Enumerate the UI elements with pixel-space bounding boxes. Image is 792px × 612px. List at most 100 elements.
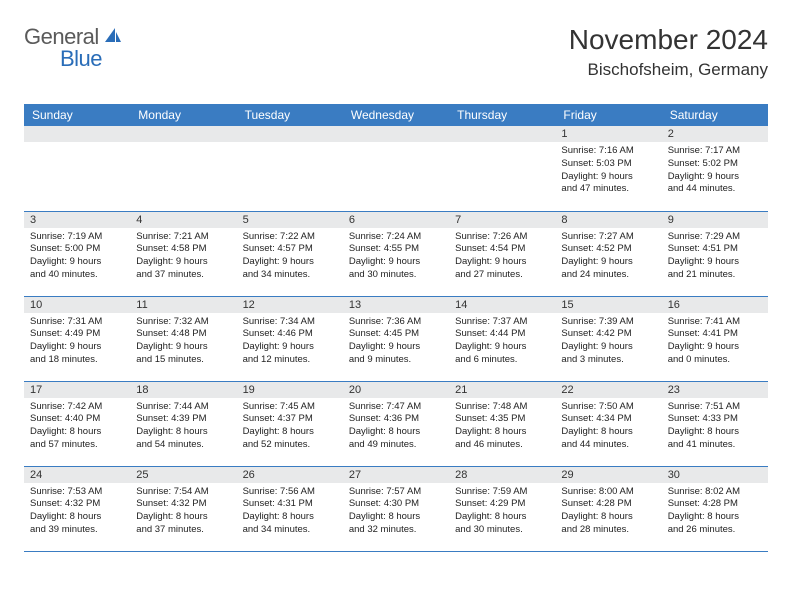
day-number-empty xyxy=(343,126,449,142)
calendar-day-cell: 14Sunrise: 7:37 AMSunset: 4:44 PMDayligh… xyxy=(449,296,555,381)
weekday-header: Tuesday xyxy=(237,104,343,126)
weekday-header: Sunday xyxy=(24,104,130,126)
calendar-day-cell: 13Sunrise: 7:36 AMSunset: 4:45 PMDayligh… xyxy=(343,296,449,381)
calendar-table: SundayMondayTuesdayWednesdayThursdayFrid… xyxy=(24,104,768,552)
calendar-day-cell: 25Sunrise: 7:54 AMSunset: 4:32 PMDayligh… xyxy=(130,466,236,551)
day-number: 6 xyxy=(343,212,449,228)
day-content: Sunrise: 7:37 AMSunset: 4:44 PMDaylight:… xyxy=(449,313,555,370)
day-content: Sunrise: 7:26 AMSunset: 4:54 PMDaylight:… xyxy=(449,228,555,285)
day-number: 9 xyxy=(662,212,768,228)
day-number: 30 xyxy=(662,467,768,483)
day-content: Sunrise: 8:00 AMSunset: 4:28 PMDaylight:… xyxy=(555,483,661,540)
day-number: 13 xyxy=(343,297,449,313)
day-number: 5 xyxy=(237,212,343,228)
day-content: Sunrise: 7:51 AMSunset: 4:33 PMDaylight:… xyxy=(662,398,768,455)
day-number: 19 xyxy=(237,382,343,398)
day-content: Sunrise: 7:53 AMSunset: 4:32 PMDaylight:… xyxy=(24,483,130,540)
day-content: Sunrise: 7:31 AMSunset: 4:49 PMDaylight:… xyxy=(24,313,130,370)
calendar-day-cell: 22Sunrise: 7:50 AMSunset: 4:34 PMDayligh… xyxy=(555,381,661,466)
calendar-day-cell: 8Sunrise: 7:27 AMSunset: 4:52 PMDaylight… xyxy=(555,211,661,296)
calendar-week-row: 10Sunrise: 7:31 AMSunset: 4:49 PMDayligh… xyxy=(24,296,768,381)
weekday-header-row: SundayMondayTuesdayWednesdayThursdayFrid… xyxy=(24,104,768,126)
calendar-day-cell: 29Sunrise: 8:00 AMSunset: 4:28 PMDayligh… xyxy=(555,466,661,551)
day-number: 28 xyxy=(449,467,555,483)
day-number: 24 xyxy=(24,467,130,483)
weekday-header: Friday xyxy=(555,104,661,126)
day-number-empty xyxy=(237,126,343,142)
day-number: 27 xyxy=(343,467,449,483)
day-content: Sunrise: 7:44 AMSunset: 4:39 PMDaylight:… xyxy=(130,398,236,455)
day-number: 10 xyxy=(24,297,130,313)
day-content: Sunrise: 7:57 AMSunset: 4:30 PMDaylight:… xyxy=(343,483,449,540)
day-number: 16 xyxy=(662,297,768,313)
calendar-week-row: 3Sunrise: 7:19 AMSunset: 5:00 PMDaylight… xyxy=(24,211,768,296)
calendar-day-cell xyxy=(24,126,130,211)
calendar-day-cell: 28Sunrise: 7:59 AMSunset: 4:29 PMDayligh… xyxy=(449,466,555,551)
day-number: 18 xyxy=(130,382,236,398)
calendar-week-row: 24Sunrise: 7:53 AMSunset: 4:32 PMDayligh… xyxy=(24,466,768,551)
weekday-header: Thursday xyxy=(449,104,555,126)
day-number: 8 xyxy=(555,212,661,228)
calendar-day-cell: 20Sunrise: 7:47 AMSunset: 4:36 PMDayligh… xyxy=(343,381,449,466)
day-content: Sunrise: 7:17 AMSunset: 5:02 PMDaylight:… xyxy=(662,142,768,199)
day-content: Sunrise: 7:24 AMSunset: 4:55 PMDaylight:… xyxy=(343,228,449,285)
day-content: Sunrise: 7:29 AMSunset: 4:51 PMDaylight:… xyxy=(662,228,768,285)
weekday-header: Monday xyxy=(130,104,236,126)
calendar-week-row: 1Sunrise: 7:16 AMSunset: 5:03 PMDaylight… xyxy=(24,126,768,211)
calendar-day-cell: 27Sunrise: 7:57 AMSunset: 4:30 PMDayligh… xyxy=(343,466,449,551)
calendar-day-cell: 5Sunrise: 7:22 AMSunset: 4:57 PMDaylight… xyxy=(237,211,343,296)
calendar-day-cell: 11Sunrise: 7:32 AMSunset: 4:48 PMDayligh… xyxy=(130,296,236,381)
day-content: Sunrise: 8:02 AMSunset: 4:28 PMDaylight:… xyxy=(662,483,768,540)
weekday-header: Wednesday xyxy=(343,104,449,126)
calendar-day-cell: 18Sunrise: 7:44 AMSunset: 4:39 PMDayligh… xyxy=(130,381,236,466)
day-content: Sunrise: 7:32 AMSunset: 4:48 PMDaylight:… xyxy=(130,313,236,370)
day-number: 23 xyxy=(662,382,768,398)
day-content: Sunrise: 7:48 AMSunset: 4:35 PMDaylight:… xyxy=(449,398,555,455)
day-number: 17 xyxy=(24,382,130,398)
calendar-day-cell: 21Sunrise: 7:48 AMSunset: 4:35 PMDayligh… xyxy=(449,381,555,466)
calendar-day-cell: 12Sunrise: 7:34 AMSunset: 4:46 PMDayligh… xyxy=(237,296,343,381)
logo-text-blue: Blue xyxy=(60,46,102,71)
day-content: Sunrise: 7:59 AMSunset: 4:29 PMDaylight:… xyxy=(449,483,555,540)
location: Bischofsheim, Germany xyxy=(569,60,768,80)
calendar-day-cell: 10Sunrise: 7:31 AMSunset: 4:49 PMDayligh… xyxy=(24,296,130,381)
calendar-day-cell: 4Sunrise: 7:21 AMSunset: 4:58 PMDaylight… xyxy=(130,211,236,296)
day-number: 26 xyxy=(237,467,343,483)
calendar-day-cell: 30Sunrise: 8:02 AMSunset: 4:28 PMDayligh… xyxy=(662,466,768,551)
calendar-week-row: 17Sunrise: 7:42 AMSunset: 4:40 PMDayligh… xyxy=(24,381,768,466)
calendar-day-cell xyxy=(343,126,449,211)
calendar-day-cell: 7Sunrise: 7:26 AMSunset: 4:54 PMDaylight… xyxy=(449,211,555,296)
calendar-day-cell: 1Sunrise: 7:16 AMSunset: 5:03 PMDaylight… xyxy=(555,126,661,211)
calendar-day-cell: 23Sunrise: 7:51 AMSunset: 4:33 PMDayligh… xyxy=(662,381,768,466)
day-content: Sunrise: 7:42 AMSunset: 4:40 PMDaylight:… xyxy=(24,398,130,455)
day-content: Sunrise: 7:54 AMSunset: 4:32 PMDaylight:… xyxy=(130,483,236,540)
day-content: Sunrise: 7:34 AMSunset: 4:46 PMDaylight:… xyxy=(237,313,343,370)
month-title: November 2024 xyxy=(569,24,768,56)
calendar-day-cell xyxy=(130,126,236,211)
calendar-day-cell: 15Sunrise: 7:39 AMSunset: 4:42 PMDayligh… xyxy=(555,296,661,381)
day-content: Sunrise: 7:19 AMSunset: 5:00 PMDaylight:… xyxy=(24,228,130,285)
day-number-empty xyxy=(130,126,236,142)
calendar-day-cell: 3Sunrise: 7:19 AMSunset: 5:00 PMDaylight… xyxy=(24,211,130,296)
day-number: 15 xyxy=(555,297,661,313)
calendar-day-cell xyxy=(237,126,343,211)
day-number: 2 xyxy=(662,126,768,142)
day-number-empty xyxy=(24,126,130,142)
day-number: 20 xyxy=(343,382,449,398)
day-number: 29 xyxy=(555,467,661,483)
header-right: November 2024 Bischofsheim, Germany xyxy=(569,24,768,80)
day-number: 1 xyxy=(555,126,661,142)
day-number-empty xyxy=(449,126,555,142)
calendar-day-cell xyxy=(449,126,555,211)
day-content: Sunrise: 7:27 AMSunset: 4:52 PMDaylight:… xyxy=(555,228,661,285)
day-content: Sunrise: 7:41 AMSunset: 4:41 PMDaylight:… xyxy=(662,313,768,370)
day-content: Sunrise: 7:56 AMSunset: 4:31 PMDaylight:… xyxy=(237,483,343,540)
day-number: 14 xyxy=(449,297,555,313)
calendar-day-cell: 2Sunrise: 7:17 AMSunset: 5:02 PMDaylight… xyxy=(662,126,768,211)
day-content: Sunrise: 7:22 AMSunset: 4:57 PMDaylight:… xyxy=(237,228,343,285)
day-content: Sunrise: 7:45 AMSunset: 4:37 PMDaylight:… xyxy=(237,398,343,455)
calendar-day-cell: 26Sunrise: 7:56 AMSunset: 4:31 PMDayligh… xyxy=(237,466,343,551)
day-content: Sunrise: 7:36 AMSunset: 4:45 PMDaylight:… xyxy=(343,313,449,370)
day-content: Sunrise: 7:21 AMSunset: 4:58 PMDaylight:… xyxy=(130,228,236,285)
calendar-day-cell: 17Sunrise: 7:42 AMSunset: 4:40 PMDayligh… xyxy=(24,381,130,466)
